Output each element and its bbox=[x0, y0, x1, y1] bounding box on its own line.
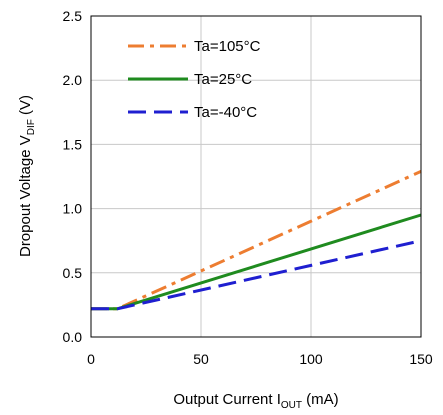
y-axis-title-main: Dropout Voltage V bbox=[17, 135, 34, 257]
x-axis-title-main: Output Current I bbox=[173, 391, 281, 408]
y-tick-label-1: 0.5 bbox=[63, 265, 83, 281]
x-axis-title: Output Current IOUT (mA) bbox=[173, 391, 338, 411]
y-axis-title-subscript: DIF bbox=[26, 119, 37, 135]
y-tick-label-2: 1.0 bbox=[63, 201, 83, 217]
series-group bbox=[91, 170, 422, 311]
x-tick-labels: 0 50 100 150 bbox=[87, 351, 433, 367]
x-axis-title-unit: (mA) bbox=[302, 391, 339, 408]
y-tick-label-5: 2.5 bbox=[63, 8, 83, 24]
plot-frame bbox=[90, 15, 422, 338]
x-tick-label-3: 150 bbox=[409, 351, 433, 367]
y-axis-title-unit: (V) bbox=[17, 95, 34, 119]
y-tick-label-0: 0.0 bbox=[63, 329, 83, 345]
y-axis-title: Dropout Voltage VDIF (V) bbox=[17, 95, 37, 257]
series-line-1 bbox=[91, 213, 422, 311]
x-tick-label-0: 0 bbox=[87, 351, 95, 367]
x-axis-title-subscript: OUT bbox=[281, 400, 302, 411]
x-tick-label-2: 100 bbox=[299, 351, 323, 367]
x-tick-label-1: 50 bbox=[193, 351, 209, 367]
grid bbox=[90, 15, 422, 338]
y-tick-labels: 0.0 0.5 1.0 1.5 2.0 2.5 bbox=[63, 8, 83, 345]
y-tick-label-4: 2.0 bbox=[63, 72, 83, 88]
series-line-2 bbox=[91, 239, 422, 311]
y-tick-label-3: 1.5 bbox=[63, 136, 83, 152]
series-line-0 bbox=[91, 170, 422, 311]
legend-label-2: Ta=-40°C bbox=[194, 104, 257, 121]
legend-label-0: Ta=105°C bbox=[194, 38, 261, 55]
legend: Ta=105°C Ta=25°C Ta=-40°C bbox=[128, 38, 261, 121]
legend-label-1: Ta=25°C bbox=[194, 71, 252, 88]
